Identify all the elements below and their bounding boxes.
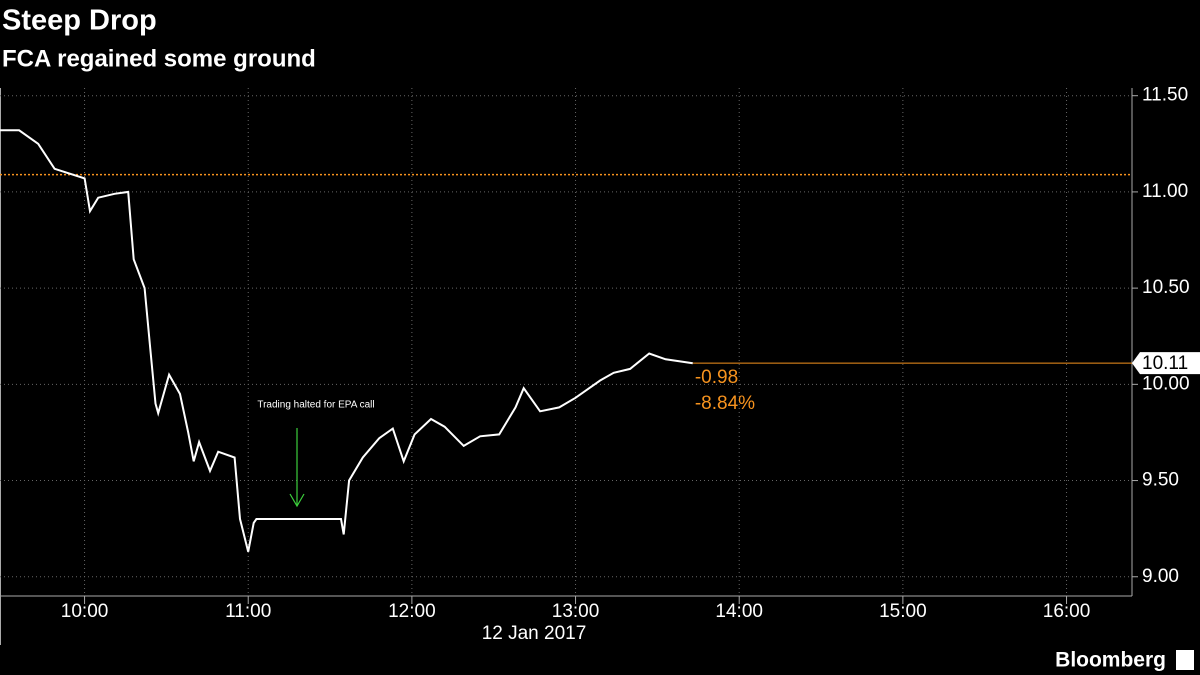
x-axis-label: 12 Jan 2017	[482, 623, 587, 644]
x-tick-label: 14:00	[715, 601, 763, 622]
chart-title: Steep Drop	[2, 5, 157, 37]
change-label: -0.98	[695, 367, 738, 388]
x-tick-label: 10:00	[61, 601, 109, 622]
x-tick-label: 11:00	[225, 601, 271, 622]
y-tick-label: 9.00	[1142, 566, 1179, 587]
y-tick-label: 10.00	[1142, 373, 1190, 394]
y-tick-label: 11.00	[1142, 181, 1188, 202]
y-tick-label: 9.50	[1142, 470, 1179, 491]
x-tick-label: 13:00	[552, 601, 600, 622]
logo-icon	[1176, 650, 1194, 670]
x-tick-label: 12:00	[388, 601, 436, 622]
x-tick-label: 16:00	[1043, 601, 1091, 622]
y-tick-label: 10.50	[1142, 277, 1190, 298]
chart-subtitle: FCA regained some ground	[2, 45, 316, 72]
x-tick-label: 15:00	[879, 601, 927, 622]
change-label: -8.84%	[695, 393, 755, 414]
price-line	[0, 129, 693, 552]
last-price-tag	[1132, 352, 1200, 375]
source-logo: Bloomberg	[1055, 649, 1166, 672]
annotation: Trading halted for EPA call	[257, 400, 374, 411]
annotation-arrowhead	[289, 493, 305, 508]
y-tick-label: 11.50	[1142, 85, 1188, 106]
last-price-label: 10.11	[1142, 353, 1188, 374]
